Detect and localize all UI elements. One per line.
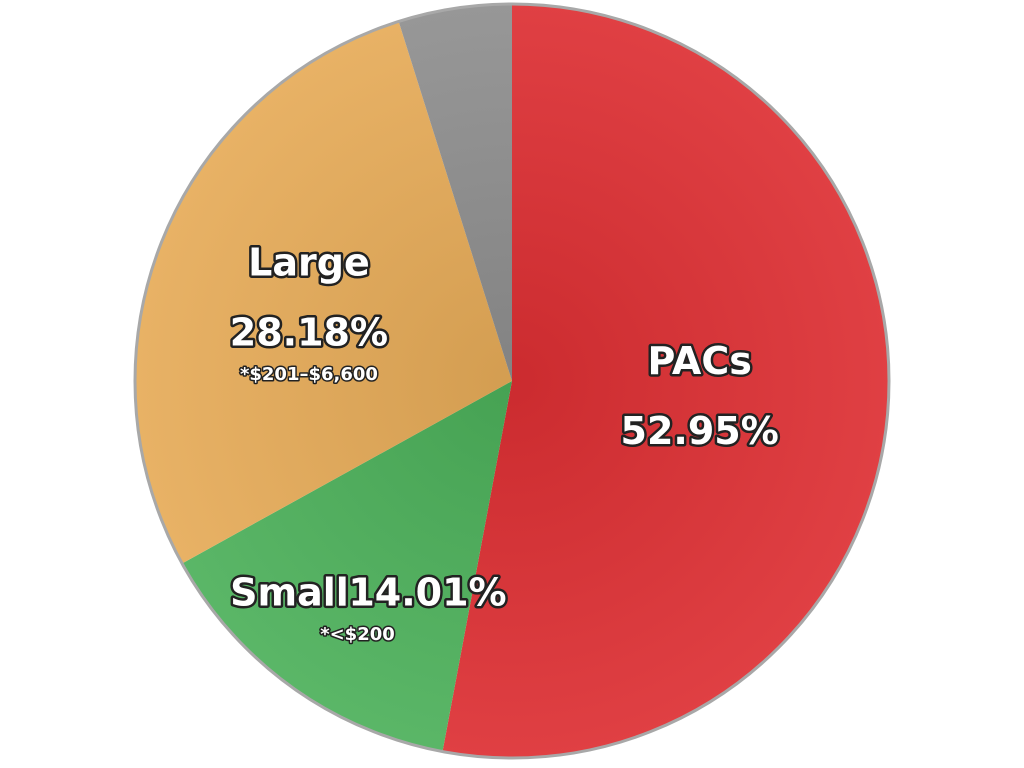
- slice-note: *$201–$6,600: [240, 364, 378, 385]
- value-label: 14.01%: [348, 570, 506, 614]
- value-label: 52.95%: [621, 409, 779, 453]
- labels: PACs 52.95% Small 14.01% *<$200 Large 28.18% *$…: [227, 238, 781, 647]
- value-label: 28.18%: [230, 310, 388, 354]
- slice-note: *<$200: [320, 624, 395, 645]
- slice-label: PACs: [648, 339, 752, 383]
- slice-label: Large: [248, 240, 370, 284]
- slice-label: Small: [230, 570, 349, 614]
- pie-outline: [133, 2, 891, 760]
